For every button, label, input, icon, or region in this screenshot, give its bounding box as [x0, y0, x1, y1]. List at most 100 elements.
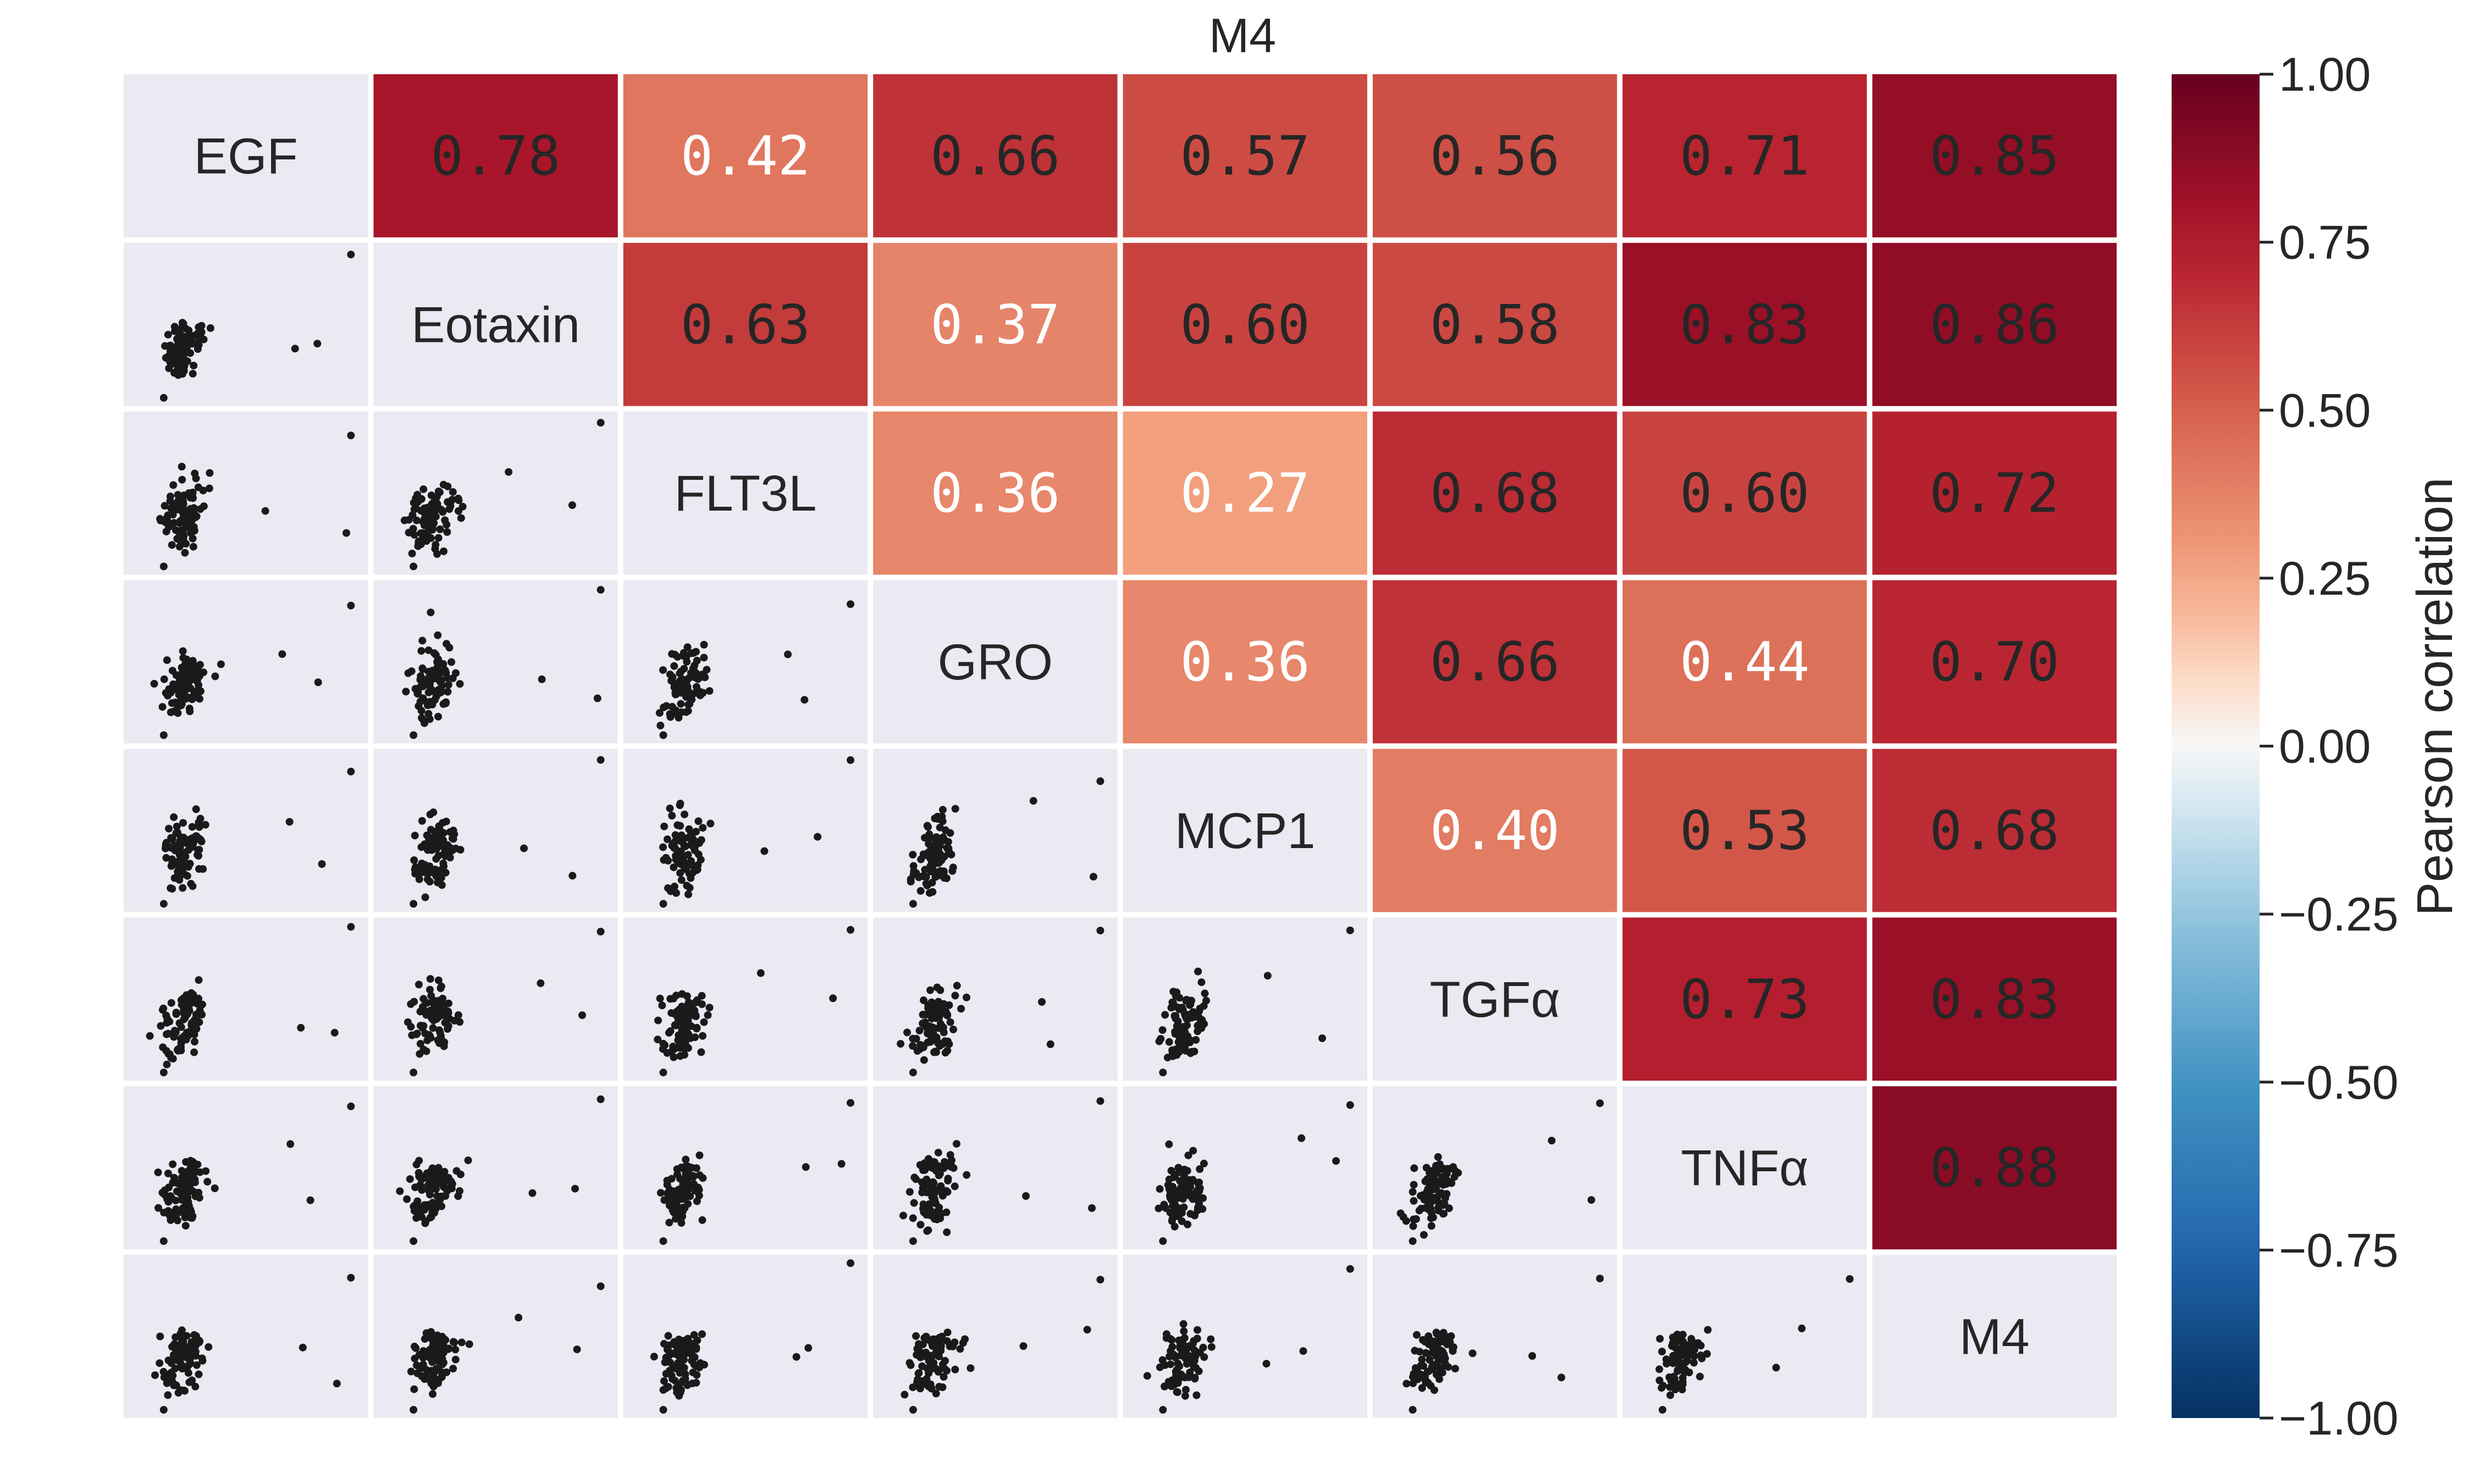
scatter-point-MCP1-Eotaxin-73 [423, 831, 431, 839]
scatter-point-GRO-Eotaxin-86 [443, 640, 451, 648]
scatter-point-Eotaxin-EGF-65 [206, 324, 214, 332]
scatter-point-FLT3L-Eotaxin-41 [433, 550, 441, 558]
scatter-point-TNFα-TGFα-93 [1596, 1099, 1604, 1108]
scatter-point-TNFα-EGF-75 [196, 1168, 204, 1176]
scatter-point-MCP1-FLT3L-16 [659, 843, 667, 851]
scatter-points-GRO-FLT3L [655, 600, 854, 739]
scatter-point-M4-TGFα-93 [1596, 1275, 1604, 1283]
scatter-point-M4-GRO-32 [916, 1385, 924, 1393]
scatter-point-FLT3L-EGF-82 [189, 514, 197, 523]
scatter-point-GRO-FLT3L-84 [671, 690, 680, 699]
scatter-point-FLT3L-Eotaxin-66 [449, 488, 457, 496]
scatter-point-MCP1-EGF-73 [188, 823, 196, 831]
scatter-point-MCP1-EGF-39 [201, 821, 209, 829]
scatter-point-M4-GRO-91 [1019, 1342, 1028, 1350]
scatter-point-FLT3L-EGF-83 [169, 511, 177, 519]
scatter-point-MCP1-EGF-91 [285, 818, 294, 826]
scatter-point-Eotaxin-EGF-78 [178, 332, 186, 340]
scatter-point-M4-TGFα-58 [1409, 1379, 1417, 1387]
scatter-point-TNFα-MCP1-66 [1194, 1206, 1202, 1215]
scatter-point-M4-GRO-28 [956, 1345, 964, 1353]
scatter-point-TNFα-Eotaxin-45 [403, 1195, 411, 1203]
scatter-point-MCP1-FLT3L-93 [847, 756, 854, 764]
scatter-point-MCP1-FLT3L-50 [672, 855, 681, 863]
scatter-point-GRO-EGF-57 [176, 697, 185, 705]
scatter-point-TNFα-MCP1-74 [1184, 1151, 1192, 1160]
scatter-point-TGFα-MCP1-60 [1181, 1046, 1190, 1055]
scatter-point-M4-Eotaxin-9 [429, 1390, 437, 1398]
scatter-point-GRO-Eotaxin-56 [419, 696, 428, 704]
scatter-point-MCP1-Eotaxin-77 [429, 808, 438, 816]
scatter-point-FLT3L-Eotaxin-69 [413, 491, 422, 499]
corr-label-EGF-FLT3L: 0.42 [681, 125, 810, 187]
corr-label-EGF-GRO: 0.66 [930, 125, 1060, 187]
scatter-point-M4-GRO-52 [940, 1373, 948, 1381]
scatter-point-TNFα-EGF-92 [306, 1196, 314, 1204]
scatter-point-Eotaxin-EGF-89 [170, 323, 179, 331]
scatter-point-TNFα-FLT3L-69 [695, 1186, 703, 1194]
scatter-point-TGFα-MCP1-82 [1197, 1024, 1206, 1032]
scatter-point-GRO-Eotaxin-71 [448, 658, 455, 666]
corr-label-GRO-M4: 0.70 [1930, 631, 2059, 694]
scatter-point-TGFα-FLT3L-82 [656, 994, 664, 1003]
scatter-point-TNFα-FLT3L-91 [802, 1163, 810, 1171]
scatter-point-FLT3L-EGF-70 [182, 523, 190, 531]
scatter-point-TNFα-FLT3L-88 [695, 1151, 704, 1159]
scatter-point-TGFα-Eotaxin-89 [407, 1000, 415, 1008]
scatter-point-M4-Eotaxin-89 [451, 1345, 460, 1354]
scatter-point-TNFα-EGF-59 [175, 1208, 184, 1216]
scatter-point-TGFα-FLT3L-76 [672, 992, 681, 1000]
scatter-point-FLT3L-Eotaxin-13 [409, 525, 417, 533]
scatter-point-FLT3L-EGF-17 [189, 542, 197, 551]
scatter-point-M4-FLT3L-39 [660, 1377, 668, 1385]
scatter-point-TGFα-GRO-54 [926, 1038, 935, 1046]
scatter-point-GRO-EGF-40 [186, 707, 194, 716]
scatter-point-TGFα-MCP1-63 [1197, 978, 1206, 987]
scatter-point-MCP1-FLT3L-73 [694, 817, 703, 826]
scatter-point-TGFα-MCP1-87 [1188, 1014, 1196, 1022]
scatter-point-M4-MCP1-0 [1159, 1406, 1167, 1414]
scatter-point-M4-Eotaxin-59 [439, 1359, 448, 1367]
scatter-point-TGFα-FLT3L-48 [676, 1052, 684, 1060]
scatter-panel-M4-Eotaxin [373, 1255, 618, 1418]
scatter-point-GRO-FLT3L-58 [683, 658, 691, 666]
scatter-point-MCP1-EGF-48 [179, 884, 187, 892]
scatter-point-M4-EGF-87 [205, 1343, 213, 1351]
scatter-point-TNFα-Eotaxin-0 [410, 1237, 418, 1245]
scatter-point-FLT3L-Eotaxin-80 [414, 498, 422, 506]
scatter-point-MCP1-FLT3L-79 [662, 854, 670, 862]
scatter-point-M4-Eotaxin-0 [410, 1406, 418, 1414]
scatter-point-TNFα-EGF-76 [164, 1170, 172, 1177]
scatter-point-MCP1-Eotaxin-92 [568, 872, 577, 880]
scatter-panel-MCP1-EGF [124, 749, 368, 912]
scatter-point-GRO-Eotaxin-75 [438, 682, 446, 690]
scatter-point-MCP1-Eotaxin-86 [439, 836, 448, 844]
scatter-point-GRO-EGF-78 [168, 667, 176, 675]
scatter-point-Eotaxin-EGF-82 [164, 330, 172, 339]
scatter-point-M4-GRO-60 [905, 1359, 914, 1367]
scatter-point-TNFα-MCP1-52 [1160, 1200, 1168, 1209]
scatter-point-M4-FLT3L-46 [680, 1364, 688, 1372]
scatter-point-MCP1-Eotaxin-57 [412, 863, 419, 871]
scatter-point-M4-GRO-59 [915, 1369, 923, 1377]
scatter-point-TNFα-TGFα-89 [1432, 1182, 1440, 1190]
scatter-point-M4-FLT3L-57 [664, 1383, 672, 1391]
scatter-point-TGFα-MCP1-45 [1158, 1026, 1167, 1034]
heat-cell-EGF-TNFα [1622, 74, 1867, 237]
scatter-point-GRO-FLT3L-8 [684, 707, 692, 715]
scatter-point-GRO-FLT3L-88 [679, 652, 687, 660]
scatter-point-FLT3L-Eotaxin-78 [446, 502, 455, 510]
scatter-point-FLT3L-Eotaxin-30 [443, 528, 451, 536]
scatter-point-M4-MCP1-40 [1156, 1363, 1164, 1371]
corr-label-EGF-M4: 0.85 [1930, 125, 2059, 187]
scatter-point-TGFα-Eotaxin-93 [597, 928, 605, 935]
scatter-point-FLT3L-EGF-63 [166, 492, 174, 501]
scatter-panel-TNFα-TGFα [1372, 1086, 1617, 1250]
heat-cell-EGF-TGFα [1372, 74, 1617, 237]
scatter-point-TGFα-GRO-93 [1096, 927, 1105, 935]
scatter-point-TNFα-MCP1-85 [1165, 1175, 1173, 1183]
scatter-point-M4-EGF-92 [333, 1380, 341, 1388]
scatter-point-TNFα-EGF-42 [167, 1216, 175, 1224]
scatter-point-TNFα-EGF-68 [169, 1160, 177, 1169]
scatter-point-GRO-Eotaxin-85 [424, 646, 433, 655]
